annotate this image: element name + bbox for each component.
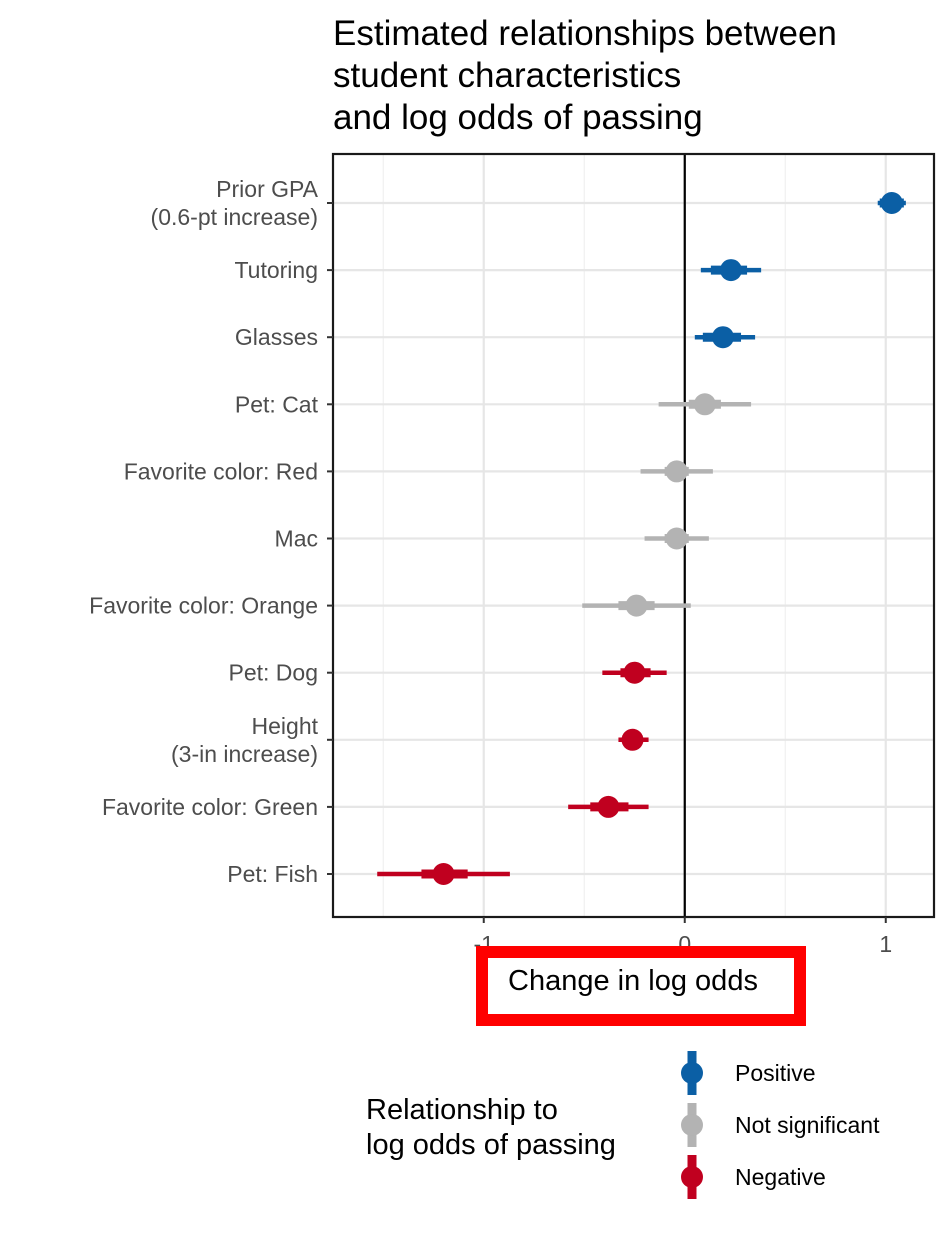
- legend-key-point: [681, 1062, 703, 1084]
- point-estimate: [880, 192, 903, 214]
- y-tick-label: Pet: Dog: [229, 660, 319, 686]
- point-estimate: [711, 326, 734, 349]
- legend-title-line: Relationship to: [366, 1094, 558, 1126]
- legend-label: Not significant: [735, 1112, 880, 1138]
- y-tick-label: (0.6-pt increase): [151, 204, 318, 230]
- y-tick-label: Glasses: [235, 324, 318, 350]
- point-estimate: [693, 393, 716, 416]
- legend-label: Positive: [735, 1060, 816, 1086]
- legend-key-point: [681, 1114, 703, 1136]
- point-estimate: [665, 460, 688, 483]
- panel-background: [333, 154, 934, 917]
- y-tick-label: Prior GPA: [216, 176, 318, 202]
- y-tick-label: (3-in increase): [171, 741, 318, 767]
- chart-title-line: and log odds of passing: [333, 98, 703, 137]
- point-estimate: [623, 661, 646, 684]
- point-estimate: [719, 259, 742, 282]
- legend-label: Negative: [735, 1164, 826, 1190]
- y-tick-label: Pet: Fish: [227, 861, 318, 887]
- x-axis-title-text: Change in log odds: [508, 965, 758, 997]
- y-tick-label: Mac: [275, 526, 318, 552]
- y-tick-label: Height: [252, 713, 319, 739]
- data-marks: [377, 192, 906, 885]
- legend-title-line: log odds of passing: [366, 1129, 616, 1161]
- x-axis-title: Change in log odds: [476, 946, 806, 1026]
- point-estimate: [432, 863, 455, 885]
- y-tick-label: Tutoring: [234, 257, 318, 283]
- panel-border: [331, 152, 936, 919]
- point-estimate: [625, 594, 648, 617]
- legend-key-point: [681, 1166, 703, 1188]
- y-tick-label: Favorite color: Red: [124, 458, 318, 484]
- x-tick-label: 1: [879, 931, 892, 957]
- highlight-box: [476, 946, 806, 1026]
- point-estimate: [621, 728, 644, 751]
- chart-title-line: student characteristics: [333, 56, 681, 95]
- point-estimate: [597, 795, 620, 818]
- plot-panel: [331, 152, 936, 919]
- point-estimate: [665, 527, 688, 550]
- y-tick-label: Favorite color: Orange: [89, 593, 318, 619]
- y-tick-label: Pet: Cat: [235, 391, 319, 417]
- y-axis-labels: Prior GPA(0.6-pt increase) Tutoring Glasse…: [89, 176, 333, 887]
- chart-title-line: Estimated relationships between: [333, 14, 837, 53]
- y-tick-label: Favorite color: Green: [102, 794, 318, 820]
